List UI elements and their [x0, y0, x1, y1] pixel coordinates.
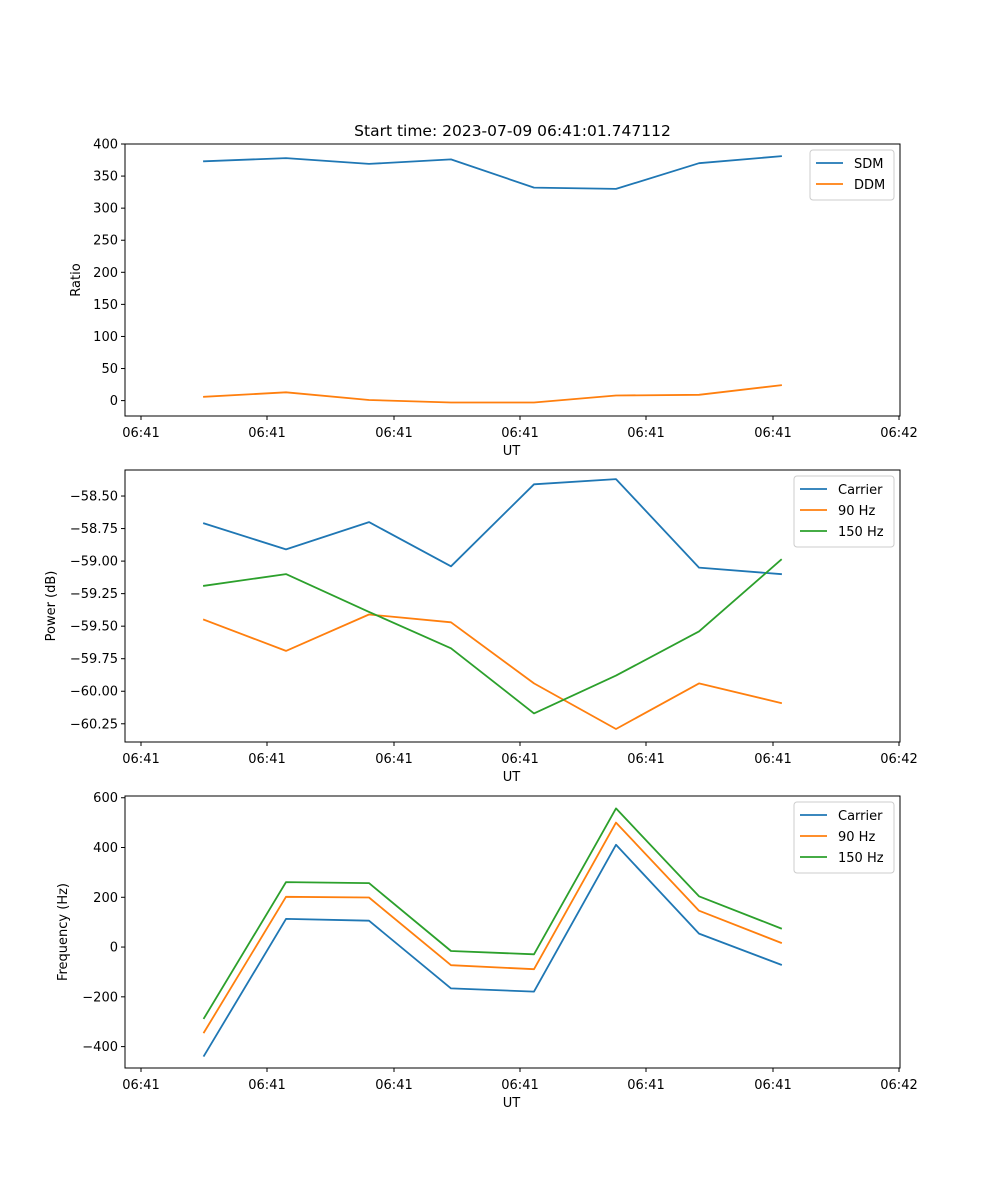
y-tick-label: 300 [93, 202, 118, 217]
y-tick-label: −60.00 [70, 685, 118, 700]
series-line-90-hz [202, 613, 783, 730]
legend: Carrier 90 Hz 150 Hz [793, 475, 895, 548]
y-tick-label: −60.25 [70, 717, 118, 732]
legend-label: Carrier [838, 809, 883, 824]
axes-frame [124, 795, 901, 1069]
y-tick-label: 600 [93, 791, 118, 806]
y-tick-label: 150 [93, 298, 118, 313]
y-tick-label: −59.50 [70, 620, 118, 635]
series-line-150-hz [202, 807, 783, 1020]
subplot-3: 06:41 06:41 06:41 06:41 06:41 06:41 06:42 −400 −… [56, 791, 918, 1111]
x-tick-label: 06:41 [501, 1078, 538, 1093]
y-tick-label: −59.75 [70, 652, 118, 667]
y-tick-label: 250 [93, 234, 118, 249]
y-axis-label: Ratio [69, 263, 84, 296]
x-tick-label: 06:41 [754, 752, 791, 767]
x-tick-label: 06:41 [248, 752, 285, 767]
series-line-carrier [202, 478, 782, 576]
x-tick-label: 06:41 [627, 426, 664, 441]
y-tick-label: 0 [110, 394, 118, 409]
legend-label: SDM [854, 157, 883, 172]
y-tick-label: −58.75 [70, 522, 118, 537]
y-tick-label: −400 [82, 1040, 118, 1055]
x-tick-label: 06:41 [375, 1078, 412, 1093]
y-tick-label: −59.25 [70, 587, 118, 602]
y-tick-label: 200 [93, 266, 118, 281]
x-tick-label: 06:41 [501, 752, 538, 767]
x-tick-label: 06:41 [754, 1078, 791, 1093]
x-tick-label: 06:41 [248, 1078, 285, 1093]
x-axis-label: UT [503, 1096, 521, 1111]
y-tick-label: 100 [93, 330, 118, 345]
y-tick-label: 50 [101, 362, 118, 377]
y-tick-label: 400 [93, 138, 118, 153]
series-line-150-hz [202, 558, 783, 715]
x-tick-label: 06:41 [754, 426, 791, 441]
legend: Carrier 90 Hz 150 Hz [793, 801, 895, 874]
y-tick-label: 350 [93, 170, 118, 185]
x-tick-label: 06:41 [122, 752, 159, 767]
legend-box [793, 801, 895, 874]
legend: SDM DDM [809, 149, 895, 201]
x-tick-label: 06:42 [880, 426, 917, 441]
y-tick-label: −59.00 [70, 555, 118, 570]
legend-label: 150 Hz [838, 525, 884, 540]
y-tick-label: 0 [110, 941, 118, 956]
x-axis-label: UT [503, 770, 521, 785]
legend-label: Carrier [838, 483, 883, 498]
x-tick-label: 06:42 [880, 752, 917, 767]
legend-label: 90 Hz [838, 504, 875, 519]
x-axis-label: UT [503, 444, 521, 459]
series-line-sdm [203, 155, 782, 190]
y-axis-label: Frequency (Hz) [56, 883, 71, 981]
x-tick-label: 06:41 [627, 1078, 664, 1093]
x-tick-label: 06:42 [880, 1078, 917, 1093]
y-tick-label: 200 [93, 891, 118, 906]
x-tick-label: 06:41 [122, 426, 159, 441]
series-line-90-hz [202, 821, 783, 1034]
legend-box [793, 475, 895, 548]
x-tick-label: 06:41 [375, 426, 412, 441]
x-tick-label: 06:41 [627, 752, 664, 767]
subplot-1: 06:41 06:41 06:41 06:41 06:41 06:41 06:42 0 50 10… [69, 122, 918, 459]
series-line-carrier [202, 843, 783, 1058]
axes-frame [124, 469, 901, 743]
x-tick-label: 06:41 [248, 426, 285, 441]
legend-label: DDM [854, 178, 885, 193]
y-axis-label: Power (dB) [44, 571, 59, 642]
legend-label: 150 Hz [838, 851, 884, 866]
series-line-ddm [203, 384, 782, 404]
legend-label: 90 Hz [838, 830, 875, 845]
subplot-2: 06:41 06:41 06:41 06:41 06:41 06:41 06:42 −58.5… [44, 469, 918, 785]
x-tick-label: 06:41 [375, 752, 412, 767]
x-tick-label: 06:41 [501, 426, 538, 441]
y-tick-label: 400 [93, 841, 118, 856]
y-tick-label: −200 [82, 990, 118, 1005]
y-tick-label: −58.50 [70, 490, 118, 505]
x-tick-label: 06:41 [122, 1078, 159, 1093]
axes-frame [124, 143, 901, 417]
chart-title: Start time: 2023-07-09 06:41:01.747112 [354, 122, 671, 140]
